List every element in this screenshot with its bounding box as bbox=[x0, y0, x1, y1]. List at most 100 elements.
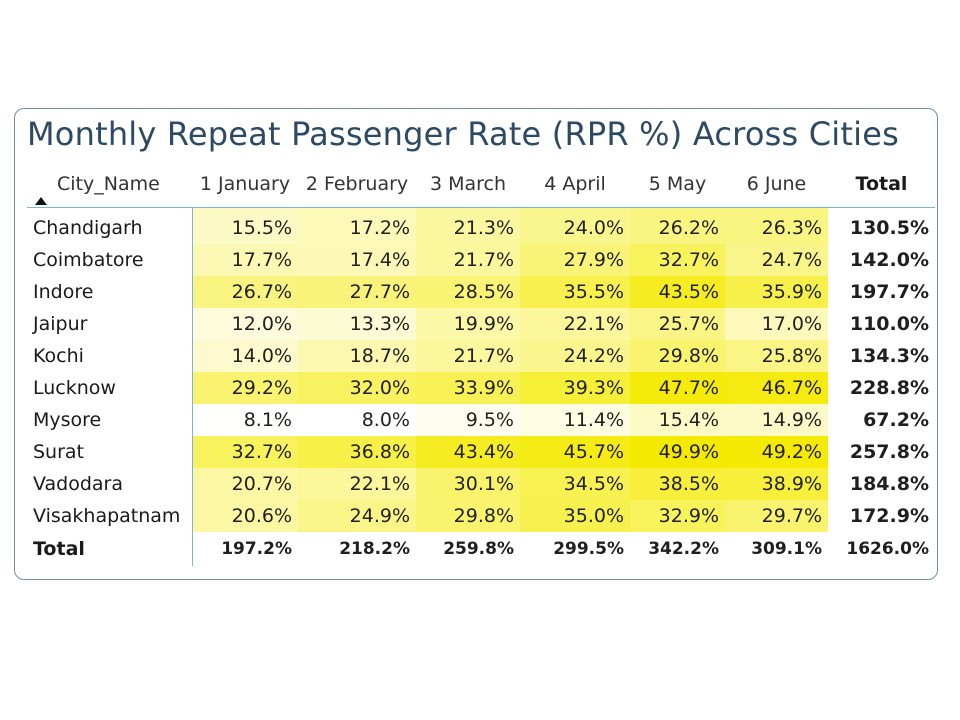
column-header-month[interactable]: 6 June bbox=[725, 161, 828, 208]
table-row[interactable]: Vadodara 20.7% 22.1% 30.1% 34.5% 38.5% 38.9% 18… bbox=[27, 468, 935, 500]
column-header-month[interactable]: 4 April bbox=[520, 161, 630, 208]
heat-cell[interactable]: 24.2% bbox=[520, 340, 630, 372]
row-total-cell: 184.8% bbox=[849, 473, 929, 495]
heat-cell[interactable]: 35.5% bbox=[520, 276, 630, 308]
heat-cell[interactable]: 11.4% bbox=[520, 404, 630, 436]
heat-cell[interactable]: 15.4% bbox=[630, 404, 725, 436]
row-header-city: Visakhapatnam bbox=[27, 500, 193, 532]
column-header-city-label: City_Name bbox=[57, 173, 160, 195]
heat-cell[interactable]: 17.0% bbox=[725, 308, 828, 340]
heat-cell[interactable]: 25.8% bbox=[725, 340, 828, 372]
row-header-city: Mysore bbox=[27, 404, 193, 436]
heat-cell[interactable]: 14.0% bbox=[192, 340, 298, 372]
heat-cell[interactable]: 39.3% bbox=[520, 372, 630, 404]
heat-cell[interactable]: 17.7% bbox=[192, 244, 298, 276]
heat-cell[interactable]: 26.3% bbox=[725, 207, 828, 244]
row-header-city: Chandigarh bbox=[27, 207, 193, 244]
heat-cell[interactable]: 21.3% bbox=[416, 207, 520, 244]
heat-cell[interactable]: 24.9% bbox=[298, 500, 416, 532]
heat-cell[interactable]: 13.3% bbox=[298, 308, 416, 340]
heat-cell[interactable]: 38.5% bbox=[630, 468, 725, 500]
heat-cell[interactable]: 43.4% bbox=[416, 436, 520, 468]
heat-cell[interactable]: 19.9% bbox=[416, 308, 520, 340]
heat-cell[interactable]: 21.7% bbox=[416, 244, 520, 276]
row-total-cell: 172.9% bbox=[849, 505, 929, 527]
table-row[interactable]: Coimbatore 17.7% 17.4% 21.7% 27.9% 32.7% 24.7%… bbox=[27, 244, 935, 276]
heat-cell[interactable]: 29.7% bbox=[725, 500, 828, 532]
heat-cell[interactable]: 38.9% bbox=[725, 468, 828, 500]
column-total-cell: 342.2% bbox=[648, 539, 719, 559]
heat-cell[interactable]: 27.9% bbox=[520, 244, 630, 276]
heat-cell[interactable]: 18.7% bbox=[298, 340, 416, 372]
heat-cell[interactable]: 20.7% bbox=[192, 468, 298, 500]
table-row[interactable]: Mysore 8.1% 8.0% 9.5% 11.4% 15.4% 14.9% 67.2% bbox=[27, 404, 935, 436]
table-row[interactable]: Visakhapatnam 20.6% 24.9% 29.8% 35.0% 32.9% 29… bbox=[27, 500, 935, 532]
column-header-city[interactable]: City_Name bbox=[27, 161, 192, 208]
table-row[interactable]: Kochi 14.0% 18.7% 21.7% 24.2% 29.8% 25.8% 134.3… bbox=[27, 340, 935, 372]
heat-cell[interactable]: 15.5% bbox=[192, 207, 298, 244]
heat-cell[interactable]: 47.7% bbox=[630, 372, 725, 404]
table-row[interactable]: Chandigarh 15.5% 17.2% 21.3% 24.0% 26.2% 26.3%… bbox=[27, 207, 935, 244]
matrix-body: Chandigarh 15.5% 17.2% 21.3% 24.0% 26.2% 26.3%… bbox=[27, 207, 935, 566]
column-total-cell: 218.2% bbox=[339, 539, 410, 559]
table-row[interactable]: Surat 32.7% 36.8% 43.4% 45.7% 49.9% 49.2% 257.8… bbox=[27, 436, 935, 468]
heat-cell[interactable]: 29.8% bbox=[630, 340, 725, 372]
grand-total-value: 1626.0% bbox=[846, 539, 929, 559]
heat-cell[interactable]: 35.9% bbox=[725, 276, 828, 308]
column-header-total[interactable]: Total bbox=[828, 161, 935, 208]
heat-cell[interactable]: 49.2% bbox=[725, 436, 828, 468]
heat-cell[interactable]: 32.9% bbox=[630, 500, 725, 532]
heat-cell[interactable]: 45.7% bbox=[520, 436, 630, 468]
heat-cell[interactable]: 17.4% bbox=[298, 244, 416, 276]
header-row: City_Name 1 January 2 February 3 March 4… bbox=[27, 161, 935, 208]
heat-cell[interactable]: 33.9% bbox=[416, 372, 520, 404]
heat-cell[interactable]: 34.5% bbox=[520, 468, 630, 500]
heat-cell[interactable]: 36.8% bbox=[298, 436, 416, 468]
heat-cell[interactable]: 24.0% bbox=[520, 207, 630, 244]
heat-cell[interactable]: 14.9% bbox=[725, 404, 828, 436]
heat-cell[interactable]: 9.5% bbox=[416, 404, 520, 436]
heat-cell[interactable]: 29.2% bbox=[192, 372, 298, 404]
table-row[interactable]: Jaipur 12.0% 13.3% 19.9% 22.1% 25.7% 17.0% 110.… bbox=[27, 308, 935, 340]
heat-cell[interactable]: 35.0% bbox=[520, 500, 630, 532]
heat-cell[interactable]: 8.1% bbox=[192, 404, 298, 436]
heat-cell[interactable]: 26.7% bbox=[192, 276, 298, 308]
heat-cell[interactable]: 21.7% bbox=[416, 340, 520, 372]
row-header-city: Coimbatore bbox=[27, 244, 193, 276]
heat-cell[interactable]: 27.7% bbox=[298, 276, 416, 308]
heat-cell[interactable]: 24.7% bbox=[725, 244, 828, 276]
column-header-month[interactable]: 3 March bbox=[416, 161, 520, 208]
heat-cell[interactable]: 26.2% bbox=[630, 207, 725, 244]
heat-cell[interactable]: 25.7% bbox=[630, 308, 725, 340]
sort-ascending-icon[interactable] bbox=[35, 197, 47, 205]
heat-cell[interactable]: 29.8% bbox=[416, 500, 520, 532]
column-header-month[interactable]: 2 February bbox=[298, 161, 416, 208]
column-header-month[interactable]: 5 May bbox=[630, 161, 725, 208]
heat-cell[interactable]: 28.5% bbox=[416, 276, 520, 308]
row-header-city: Vadodara bbox=[27, 468, 193, 500]
table-row[interactable]: Indore 26.7% 27.7% 28.5% 35.5% 43.5% 35.9% 197.… bbox=[27, 276, 935, 308]
heat-cell[interactable]: 12.0% bbox=[192, 308, 298, 340]
heat-cell[interactable]: 17.2% bbox=[298, 207, 416, 244]
row-total-cell: 228.8% bbox=[849, 377, 929, 399]
heat-cell[interactable]: 22.1% bbox=[520, 308, 630, 340]
row-total-cell: 197.7% bbox=[849, 281, 929, 303]
table-row[interactable]: Lucknow 29.2% 32.0% 33.9% 39.3% 47.7% 46.7% 228… bbox=[27, 372, 935, 404]
heat-cell[interactable]: 22.1% bbox=[298, 468, 416, 500]
heat-cell[interactable]: 32.7% bbox=[192, 436, 298, 468]
matrix-visual: Monthly Repeat Passenger Rate (RPR %) Ac… bbox=[14, 108, 938, 580]
column-header-month[interactable]: 1 January bbox=[192, 161, 298, 208]
heat-cell[interactable]: 8.0% bbox=[298, 404, 416, 436]
column-total-cell: 259.8% bbox=[443, 539, 514, 559]
heat-cell[interactable]: 32.0% bbox=[298, 372, 416, 404]
rpr-matrix-table: City_Name 1 January 2 February 3 March 4… bbox=[27, 161, 935, 566]
row-header-city: Jaipur bbox=[27, 308, 193, 340]
heat-cell[interactable]: 30.1% bbox=[416, 468, 520, 500]
heat-cell[interactable]: 20.6% bbox=[192, 500, 298, 532]
heat-cell[interactable]: 43.5% bbox=[630, 276, 725, 308]
heat-cell[interactable]: 32.7% bbox=[630, 244, 725, 276]
heat-cell[interactable]: 49.9% bbox=[630, 436, 725, 468]
heat-cell[interactable]: 46.7% bbox=[725, 372, 828, 404]
row-header-city: Indore bbox=[27, 276, 193, 308]
column-total-cell: 197.2% bbox=[221, 539, 292, 559]
